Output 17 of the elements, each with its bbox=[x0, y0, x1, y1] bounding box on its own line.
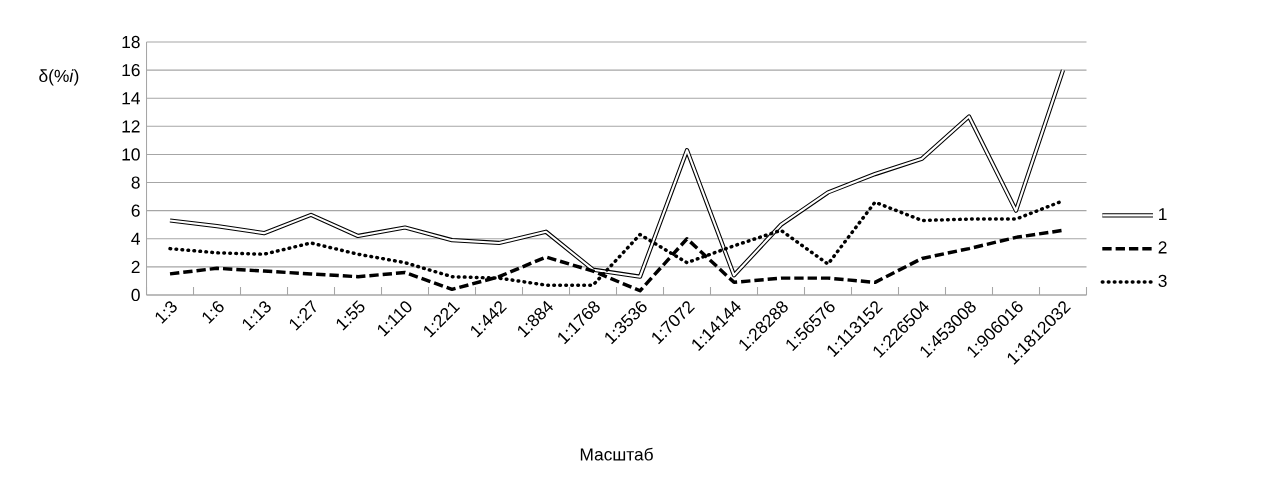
legend-label: 3 bbox=[1158, 274, 1167, 287]
y-tick-label: 16 bbox=[122, 63, 140, 77]
y-tick-label: 12 bbox=[122, 120, 140, 133]
y-tick-label: 4 bbox=[131, 232, 140, 245]
x-tick-label: 1:3 bbox=[155, 301, 177, 324]
x-axis-title: Масштаб bbox=[580, 447, 653, 461]
y-tick-label: 8 bbox=[131, 176, 140, 189]
y-axis-title: δ(%i) bbox=[39, 69, 79, 86]
y-tick-label: 2 bbox=[131, 260, 140, 273]
y-tick-label: 0 bbox=[131, 288, 140, 302]
legend-label: 2 bbox=[1158, 241, 1167, 254]
y-tick-label: 10 bbox=[122, 148, 140, 161]
x-tick-label: 1:6 bbox=[202, 301, 224, 324]
y-tick-label: 14 bbox=[122, 92, 140, 105]
y-tick-label: 6 bbox=[131, 204, 140, 217]
y-tick-label: 18 bbox=[122, 35, 140, 49]
legend-label: 1 bbox=[1159, 208, 1167, 221]
